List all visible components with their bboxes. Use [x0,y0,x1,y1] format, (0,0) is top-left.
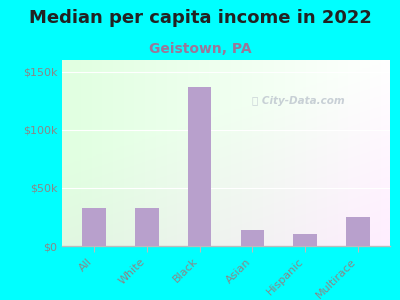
Text: Median per capita income in 2022: Median per capita income in 2022 [28,9,372,27]
Text: Geistown, PA: Geistown, PA [149,42,251,56]
Text: ⓘ City-Data.com: ⓘ City-Data.com [252,96,344,106]
Bar [188,87,212,246]
Bar [294,234,317,246]
Bar [346,217,370,246]
Bar [82,208,106,246]
Bar [135,208,158,246]
Bar [240,230,264,246]
